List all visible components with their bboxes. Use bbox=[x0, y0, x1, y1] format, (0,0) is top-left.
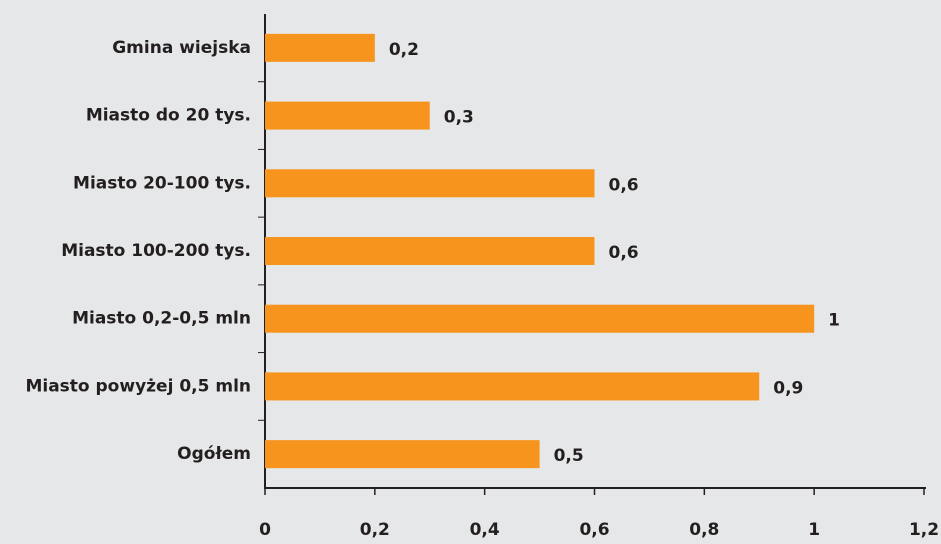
y-tick-label: Miasto 100-200 tys. bbox=[61, 241, 251, 261]
value-label: 0,6 bbox=[609, 243, 639, 263]
bar bbox=[265, 372, 760, 401]
value-label: 0,5 bbox=[554, 446, 584, 466]
bar bbox=[265, 101, 430, 130]
bar bbox=[265, 440, 540, 469]
value-label: 1 bbox=[828, 311, 840, 331]
y-tick-label: Miasto 0,2-0,5 mln bbox=[72, 309, 251, 329]
y-tick-label: Miasto do 20 tys. bbox=[86, 106, 251, 126]
y-tick-label: Gmina wiejska bbox=[112, 38, 251, 58]
y-tick-label: Miasto powyżej 0,5 mln bbox=[25, 376, 251, 396]
bar bbox=[265, 237, 595, 265]
value-label: 0,3 bbox=[444, 108, 474, 128]
x-tick-label: 0,8 bbox=[689, 520, 719, 540]
x-tick-label: 0,2 bbox=[360, 520, 390, 540]
x-tick-label: 0 bbox=[259, 520, 271, 540]
bar bbox=[265, 33, 375, 62]
value-label: 0,2 bbox=[389, 40, 419, 60]
bar bbox=[265, 304, 815, 333]
x-tick-label: 1 bbox=[808, 520, 820, 540]
x-tick-label: 1,2 bbox=[909, 520, 939, 540]
bar bbox=[265, 169, 595, 198]
value-label: 0,6 bbox=[609, 175, 639, 195]
y-tick-label: Ogółem bbox=[177, 444, 251, 464]
y-tick-label: Miasto 20-100 tys. bbox=[73, 173, 251, 193]
x-tick-label: 0,6 bbox=[579, 520, 609, 540]
x-tick-label: 0,4 bbox=[470, 520, 500, 540]
value-label: 0,9 bbox=[773, 378, 803, 398]
